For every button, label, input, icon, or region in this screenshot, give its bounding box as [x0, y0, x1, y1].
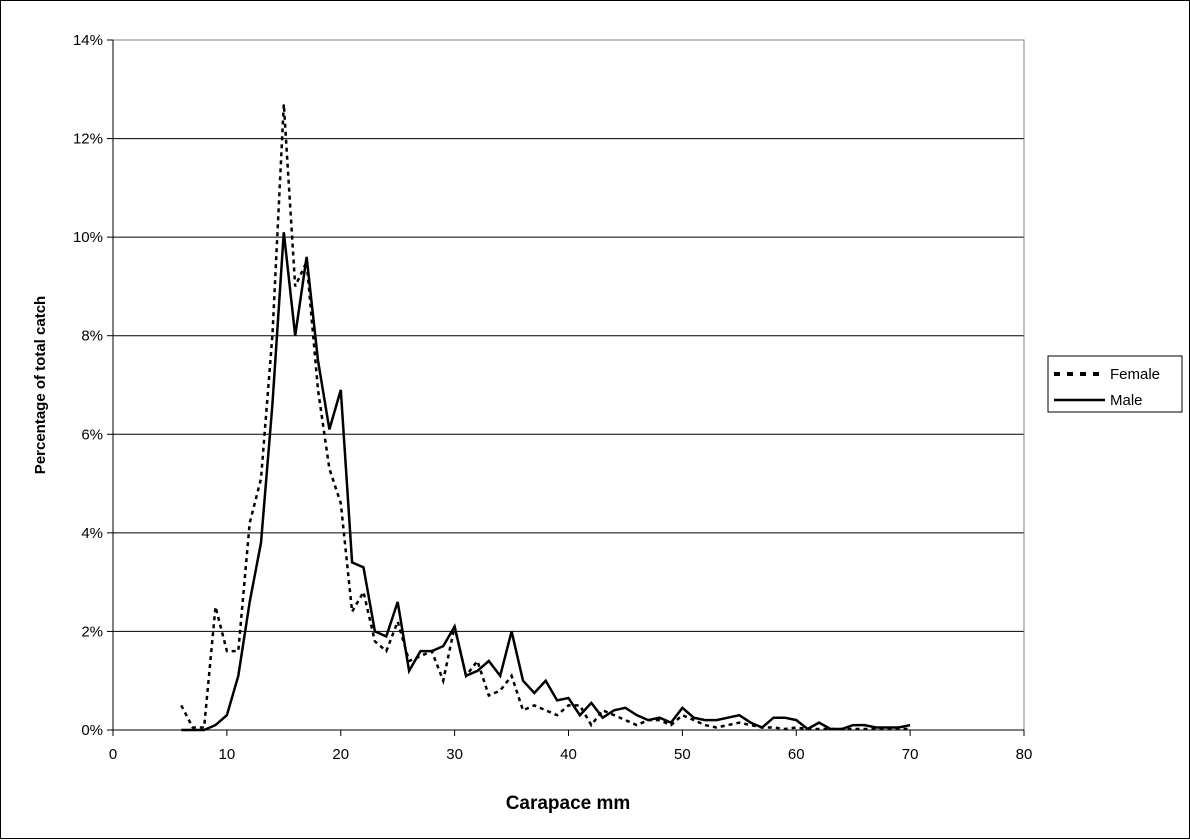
legend-label-female: Female	[1110, 366, 1160, 383]
y-tick-label: 2%	[81, 623, 103, 640]
y-tick-label: 0%	[81, 722, 103, 739]
y-tick-label: 4%	[81, 525, 103, 542]
x-tick-label: 50	[674, 746, 691, 763]
x-tick-label: 40	[560, 746, 577, 763]
plot-area	[112, 39, 1025, 731]
y-tick-label: 6%	[81, 426, 103, 443]
series-line-male	[181, 232, 911, 732]
x-tick-label: 80	[1016, 746, 1033, 763]
legend-label-male: Male	[1110, 392, 1143, 409]
y-tick-label: 14%	[73, 32, 103, 49]
x-tick-label: 30	[446, 746, 463, 763]
legend-box	[1047, 355, 1183, 413]
y-axis-title: Percentage of total catch	[32, 296, 49, 474]
series-line-female	[180, 104, 911, 731]
y-tick-label: 12%	[73, 131, 103, 148]
tick-labels: 0% 2% 4% 6% 8% 10% 12% 14% 0 10 20 30 40 50 60 70 80	[73, 32, 1032, 763]
gridlines	[113, 39, 1024, 632]
x-tick-label: 10	[219, 746, 236, 763]
legend: Female Male	[1047, 355, 1183, 413]
x-tick-label: 60	[788, 746, 805, 763]
x-axis-title: Carapace mm	[506, 793, 631, 814]
x-tick-label: 70	[902, 746, 919, 763]
y-tick-label: 8%	[81, 328, 103, 345]
x-tick-label: 20	[332, 746, 349, 763]
x-tick-label: 0	[109, 746, 117, 763]
y-tick-label: 10%	[73, 229, 103, 246]
series-lines	[180, 104, 911, 732]
